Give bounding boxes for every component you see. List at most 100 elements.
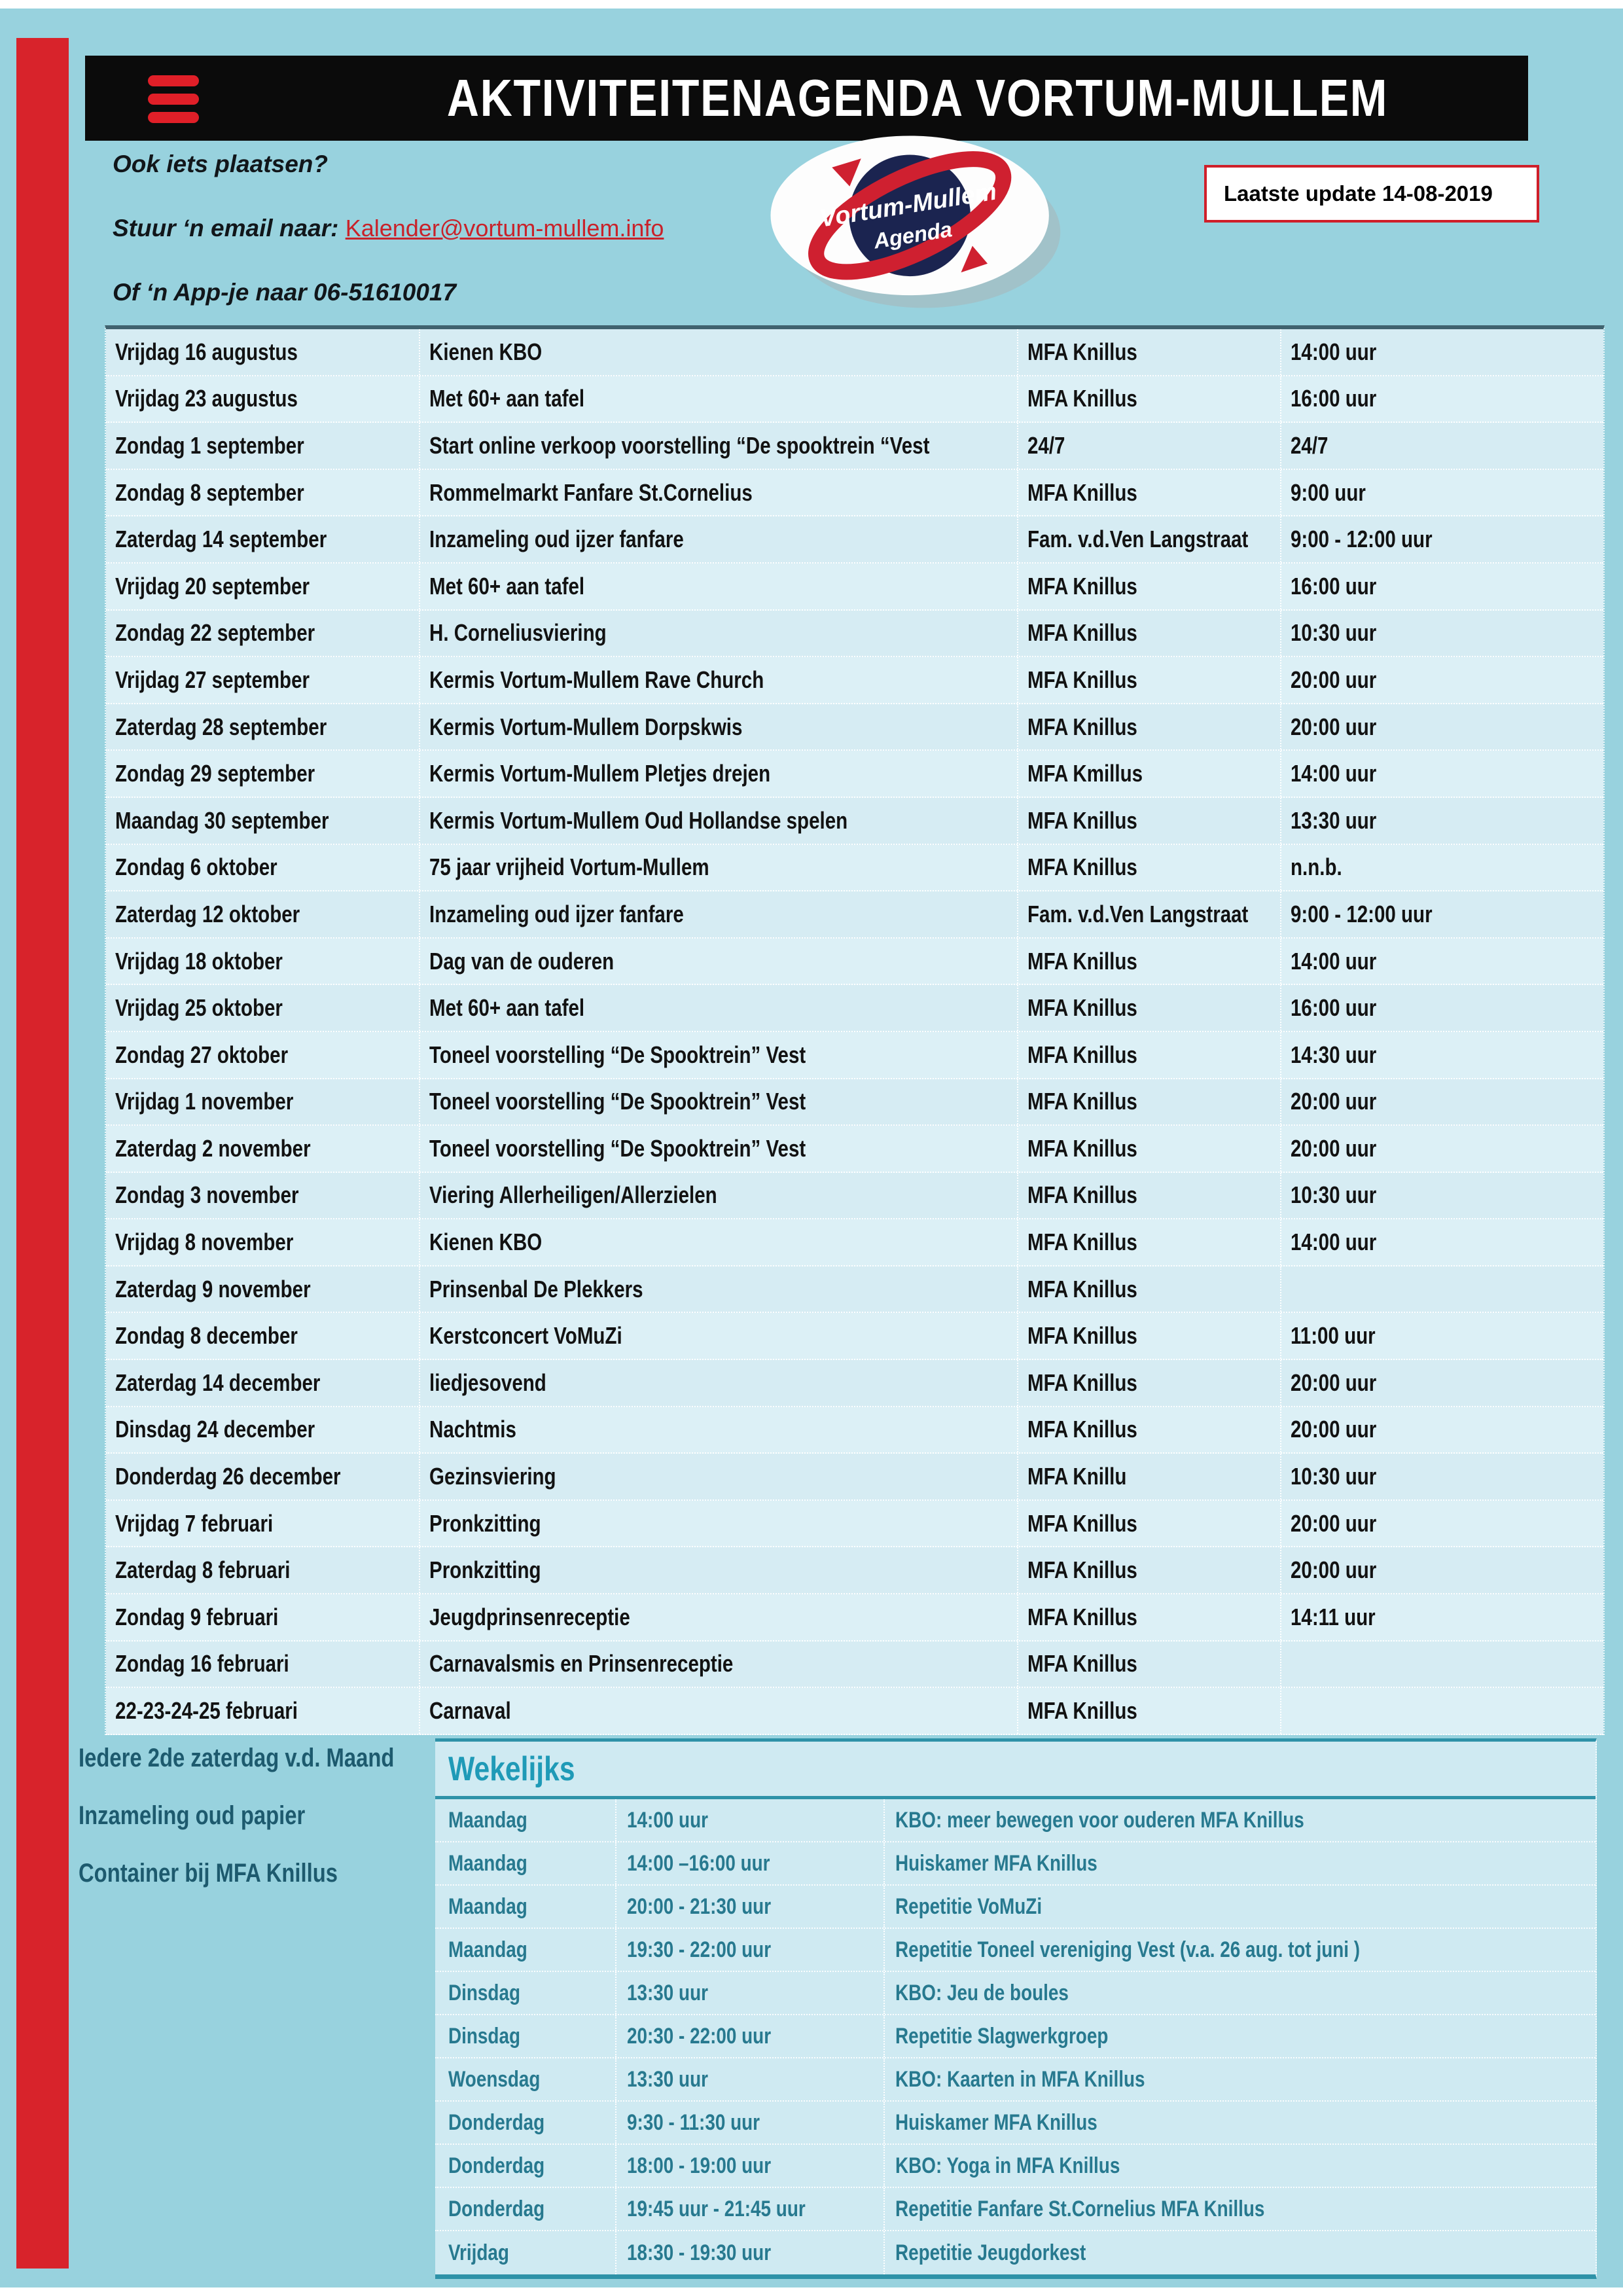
agenda-row: Zondag 8 september Rommelmarkt Fanfare St… bbox=[106, 469, 1603, 517]
agenda-time-cell: 10:30 uur bbox=[1280, 1172, 1603, 1219]
agenda-time-text: 20:00 uur bbox=[1291, 666, 1377, 693]
agenda-event-cell: Dag van de ouderen bbox=[419, 938, 1017, 984]
agenda-date-text: Vrijdag 23 augustus bbox=[115, 385, 298, 412]
agenda-event-cell: Kerstconcert VoMuZi bbox=[419, 1313, 1017, 1359]
weekly-activity-cell: KBO: Kaarten in MFA Knillus bbox=[883, 2058, 1596, 2100]
agenda-event-cell: H. Corneliusviering bbox=[419, 610, 1017, 656]
weekly-day-cell: Donderdag bbox=[435, 2102, 615, 2144]
agenda-date-text: Zondag 9 februari bbox=[115, 1603, 279, 1630]
agenda-location-text: MFA Knillus bbox=[1027, 1322, 1137, 1350]
agenda-row: Zondag 8 december Kerstconcert VoMuZi MFA … bbox=[106, 1313, 1603, 1361]
agenda-location-text: Fam. v.d.Ven Langstraat bbox=[1027, 900, 1249, 927]
agenda-time-cell: 20:00 uur bbox=[1280, 704, 1603, 750]
monthly-note-line: Inzameling oud papier bbox=[79, 1801, 355, 1831]
email-link[interactable]: Kalender@vortum-mullem.info bbox=[345, 215, 664, 242]
hamburger-bar bbox=[148, 94, 199, 105]
agenda-time-text: 13:30 uur bbox=[1291, 806, 1377, 834]
weekly-activity-text: Repetitie Fanfare St.Cornelius MFA Knill… bbox=[895, 2196, 1265, 2221]
left-accent-stripe bbox=[16, 38, 69, 2269]
logo-arrowhead bbox=[832, 158, 861, 187]
agenda-row: Zondag 3 november Viering Allerheiligen/A… bbox=[106, 1172, 1603, 1220]
agenda-date-cell: Zaterdag 2 november bbox=[106, 1126, 419, 1172]
agenda-row: Vrijdag 23 augustus Met 60+ aan tafel MFA … bbox=[106, 376, 1603, 423]
agenda-location-cell: MFA Knillus bbox=[1017, 704, 1280, 750]
agenda-date-cell: Vrijdag 18 oktober bbox=[106, 939, 419, 984]
agenda-time-text: 20:00 uur bbox=[1291, 713, 1377, 740]
agenda-location-cell: MFA Knillus bbox=[1017, 563, 1280, 609]
agenda-date-cell: Zaterdag 12 oktober bbox=[106, 891, 419, 937]
weekly-day-text: Maandag bbox=[448, 1807, 527, 1833]
agenda-time-text: n.n.b. bbox=[1291, 853, 1342, 881]
agenda-time-text: 20:00 uur bbox=[1291, 1416, 1377, 1443]
agenda-event-cell: Kermis Vortum-Mullem Oud Hollandse spele… bbox=[419, 797, 1017, 844]
agenda-date-text: Dinsdag 24 december bbox=[115, 1416, 315, 1443]
agenda-date-cell: Zondag 27 oktober bbox=[106, 1032, 419, 1078]
agenda-date-cell: Zondag 8 september bbox=[106, 470, 419, 516]
weekly-activity-text: Huiskamer MFA Knillus bbox=[895, 2109, 1097, 2135]
agenda-date-text: Zaterdag 8 februari bbox=[115, 1556, 291, 1584]
agenda-row: Zondag 1 september Start online verkoop v… bbox=[106, 423, 1603, 470]
monthly-note-line: Container bij MFA Knillus bbox=[79, 1859, 395, 1888]
weekly-activity-cell: Repetitie Jeugdorkest bbox=[883, 2231, 1596, 2274]
agenda-time-cell: 16:00 uur bbox=[1280, 563, 1603, 609]
agenda-date-text: Vrijdag 7 februari bbox=[115, 1509, 274, 1537]
agenda-date-cell: Vrijdag 1 november bbox=[106, 1079, 419, 1125]
weekly-time-text: 19:45 uur - 21:45 uur bbox=[627, 2196, 806, 2221]
agenda-date-text: Vrijdag 20 september bbox=[115, 572, 310, 600]
agenda-location-cell: MFA Knillus bbox=[1017, 1219, 1280, 1265]
agenda-time-text: 14:30 uur bbox=[1291, 1041, 1377, 1068]
agenda-date-text: Vrijdag 16 augustus bbox=[115, 338, 298, 365]
agenda-date-text: Zaterdag 12 oktober bbox=[115, 900, 300, 927]
agenda-date-cell: Vrijdag 25 oktober bbox=[106, 985, 419, 1031]
weekly-time-text: 14:00 uur bbox=[627, 1807, 708, 1833]
agenda-event-cell: Toneel voorstelling “De Spooktrein” Vest bbox=[419, 1079, 1017, 1125]
agenda-location-text: 24/7 bbox=[1027, 431, 1065, 459]
agenda-event-cell: Inzameling oud ijzer fanfare bbox=[419, 516, 1017, 562]
agenda-time-cell: 16:00 uur bbox=[1280, 376, 1603, 422]
agenda-date-text: Vrijdag 8 november bbox=[115, 1229, 294, 1256]
agenda-event-text: Kermis Vortum-Mullem Pletjes drejen bbox=[429, 760, 771, 787]
weekly-time-text: 18:30 - 19:30 uur bbox=[627, 2240, 772, 2265]
agenda-time-cell: 11:00 uur bbox=[1280, 1313, 1603, 1359]
logo-arrowhead bbox=[961, 245, 988, 273]
weekly-activity-text: Huiskamer MFA Knillus bbox=[895, 1850, 1097, 1876]
agenda-location-text: MFA Knillu bbox=[1027, 1463, 1127, 1490]
weekly-time-cell: 14:00 uur bbox=[615, 1799, 883, 1841]
agenda-event-text: Toneel voorstelling “De Spooktrein” Vest bbox=[429, 1134, 806, 1162]
agenda-event-text: liedjesovend bbox=[429, 1369, 546, 1396]
agenda-date-text: Zondag 1 september bbox=[115, 431, 304, 459]
agenda-row: Zondag 29 september Kermis Vortum-Mullem … bbox=[106, 751, 1603, 798]
agenda-location-text: MFA Knillus bbox=[1027, 713, 1137, 740]
agenda-location-cell: MFA Knillus bbox=[1017, 1172, 1280, 1219]
hamburger-menu-icon[interactable] bbox=[148, 75, 199, 123]
weekly-row: Maandag 14:00 uur KBO: meer bewegen voor o… bbox=[435, 1799, 1596, 1842]
weekly-day-cell: Dinsdag bbox=[435, 2015, 615, 2057]
weekly-activity-cell: Huiskamer MFA Knillus bbox=[883, 1842, 1596, 1884]
agenda-date-text: Vrijdag 1 november bbox=[115, 1088, 294, 1115]
agenda-location-text: MFA Knillus bbox=[1027, 1556, 1137, 1584]
agenda-event-cell: Prinsenbal De Plekkers bbox=[419, 1266, 1017, 1312]
agenda-location-text: MFA Knillus bbox=[1027, 338, 1137, 365]
agenda-event-text: H. Corneliusviering bbox=[429, 619, 607, 647]
weekly-activity-text: KBO: Kaarten in MFA Knillus bbox=[895, 2066, 1145, 2092]
agenda-location-cell: MFA Knillus bbox=[1017, 1126, 1280, 1172]
agenda-time-cell: 14:00 uur bbox=[1280, 751, 1603, 797]
weekly-row: Donderdag 9:30 - 11:30 uur Huiskamer MFA K… bbox=[435, 2102, 1596, 2145]
weekly-time-cell: 20:00 - 21:30 uur bbox=[615, 1886, 883, 1928]
agenda-time-cell: 10:30 uur bbox=[1280, 1454, 1603, 1499]
agenda-event-cell: 75 jaar vrijheid Vortum-Mullem bbox=[419, 844, 1017, 891]
agenda-location-text: MFA Knillus bbox=[1027, 1229, 1137, 1256]
agenda-time-cell: 20:00 uur bbox=[1280, 1126, 1603, 1172]
agenda-location-text: MFA Knillus bbox=[1027, 1697, 1137, 1725]
agenda-date-cell: Donderdag 26 december bbox=[106, 1454, 419, 1499]
weekly-activity-text: KBO: Jeu de boules bbox=[895, 1980, 1069, 2005]
agenda-location-text: MFA Knillus bbox=[1027, 806, 1137, 834]
agenda-date-text: Vrijdag 25 oktober bbox=[115, 994, 283, 1022]
agenda-date-text: Maandag 30 september bbox=[115, 806, 329, 834]
weekly-time-cell: 13:30 uur bbox=[615, 2058, 883, 2100]
weekly-panel: Wekelijks Maandag 14:00 uur KBO: meer bewe… bbox=[435, 1738, 1597, 2279]
agenda-time-cell: 20:00 uur bbox=[1280, 1407, 1603, 1453]
agenda-event-text: Kermis Vortum-Mullem Dorpskwis bbox=[429, 713, 743, 740]
weekly-day-text: Maandag bbox=[448, 1937, 527, 1962]
agenda-event-cell: Viering Allerheiligen/Allerzielen bbox=[419, 1172, 1017, 1219]
